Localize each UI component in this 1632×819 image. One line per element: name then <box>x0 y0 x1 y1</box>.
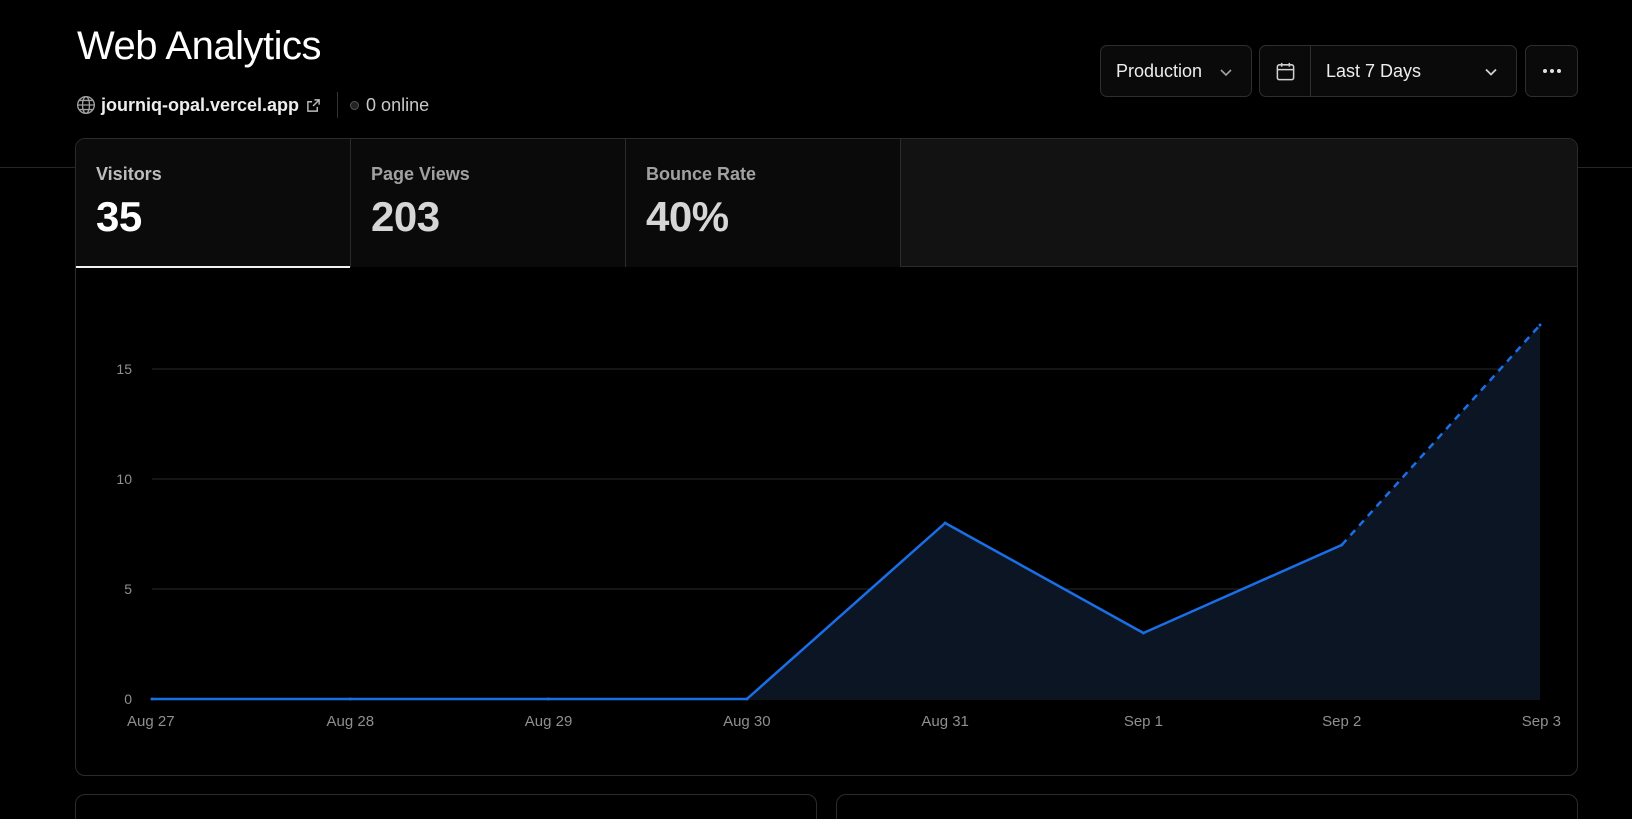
stat-label: Visitors <box>96 164 162 184</box>
x-tick-label: Aug 30 <box>723 713 771 730</box>
data-point <box>1538 323 1542 327</box>
tab-visitors[interactable]: Visitors 35 <box>76 139 351 268</box>
stats-tabs: Visitors 35 Page Views 203 Bounce Rate 4… <box>76 139 1577 268</box>
tab-page-views[interactable]: Page Views 203 <box>351 139 626 267</box>
x-tick-label: Aug 28 <box>327 713 375 730</box>
chevron-down-icon <box>1485 68 1497 76</box>
date-range-label: Last 7 Days <box>1326 60 1422 81</box>
x-tick-label: Aug 31 <box>921 713 969 730</box>
globe-icon <box>77 96 95 114</box>
site-host-link[interactable]: journiq-opal.vercel.app <box>101 94 300 115</box>
divider <box>337 92 339 118</box>
stat-label: Page Views <box>371 164 470 184</box>
visitors-chart: 0 5 10 15 Aug 27 Aug 28 Aug 29 Aug 30 Aug 31 Sep … <box>116 323 1561 730</box>
online-status-dot <box>350 100 360 110</box>
date-range-select[interactable]: Last 7 Days <box>1259 45 1517 97</box>
analytics-card: Visitors 35 Page Views 203 Bounce Rate 4… <box>75 138 1578 776</box>
y-tick-label: 15 <box>116 361 132 377</box>
calendar-icon <box>1276 62 1294 80</box>
data-point <box>348 697 352 701</box>
y-tick-label: 10 <box>116 471 132 487</box>
online-count: 0 online <box>366 94 430 115</box>
bottom-panel-left <box>75 794 817 819</box>
y-tick-label: 5 <box>124 581 132 597</box>
stat-value: 40% <box>646 193 729 240</box>
data-point <box>547 697 551 701</box>
external-link-icon[interactable] <box>306 98 321 113</box>
environment-select[interactable]: Production <box>1100 45 1252 97</box>
y-tick-label: 0 <box>124 691 132 707</box>
calendar-button[interactable] <box>1260 46 1311 96</box>
x-tick-label: Aug 29 <box>525 713 573 730</box>
data-point <box>943 521 947 525</box>
more-horizontal-icon <box>1542 69 1561 73</box>
data-point <box>150 697 154 701</box>
bottom-panel-right <box>836 794 1578 819</box>
environment-label: Production <box>1116 60 1203 81</box>
page-title: Web Analytics <box>77 24 322 68</box>
series-line-projected <box>1340 324 1541 546</box>
tab-bounce-rate[interactable]: Bounce Rate 40% <box>626 139 901 267</box>
chevron-down-icon <box>1220 69 1232 77</box>
x-tick-label: Aug 27 <box>127 713 175 730</box>
more-options-button[interactable] <box>1525 45 1578 97</box>
series-area <box>152 325 1540 699</box>
data-point <box>1340 543 1344 547</box>
site-info: journiq-opal.vercel.app 0 online <box>76 92 429 118</box>
data-point <box>745 697 749 701</box>
stat-value: 203 <box>371 193 440 240</box>
stats-filler <box>901 139 1577 266</box>
stat-value: 35 <box>96 193 142 240</box>
x-tick-label: Sep 3 <box>1522 713 1561 730</box>
stat-label: Bounce Rate <box>646 164 757 184</box>
data-point <box>1141 631 1145 635</box>
x-tick-label: Sep 1 <box>1124 713 1163 730</box>
x-tick-label: Sep 2 <box>1322 713 1361 730</box>
